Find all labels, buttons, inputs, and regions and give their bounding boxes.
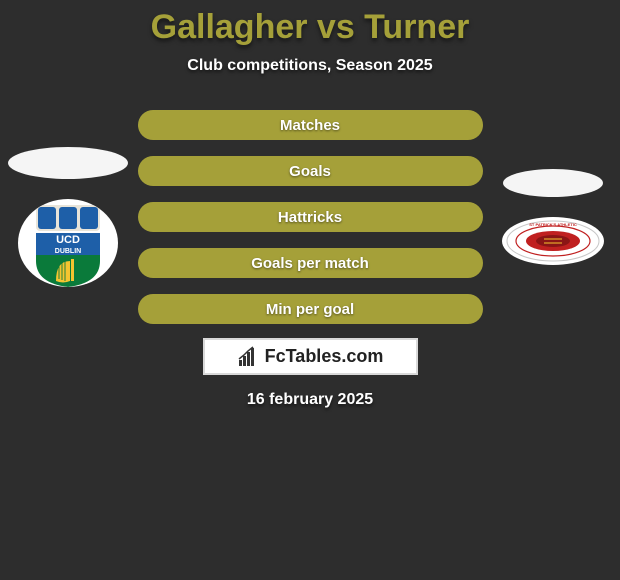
footer: FcTables.com 16 february 2025 bbox=[0, 338, 620, 409]
subtitle: Club competitions, Season 2025 bbox=[0, 57, 620, 75]
stat-bar-label: Goals bbox=[289, 163, 331, 180]
chart-icon bbox=[237, 346, 259, 368]
stats-row: UCD DUBLIN Matches Goals Hattricks bbox=[0, 110, 620, 324]
brand-box: FcTables.com bbox=[203, 338, 418, 375]
st-patricks-crest-icon: ST PATRICK'S ATHLETIC bbox=[502, 217, 604, 265]
player-ellipse-right bbox=[503, 169, 603, 197]
club-crest-right: ST PATRICK'S ATHLETIC bbox=[502, 217, 604, 265]
left-player-col: UCD DUBLIN bbox=[8, 147, 128, 287]
infographic-container: Gallagher vs Turner Club competitions, S… bbox=[0, 0, 620, 409]
stat-bar-label: Min per goal bbox=[266, 301, 354, 318]
player-ellipse-left bbox=[8, 147, 128, 179]
svg-text:UCD: UCD bbox=[56, 234, 80, 246]
brand-text: FcTables.com bbox=[265, 346, 384, 367]
stat-bar-goals: Goals bbox=[138, 156, 483, 186]
stat-bars: Matches Goals Hattricks Goals per match … bbox=[138, 110, 483, 324]
title: Gallagher vs Turner bbox=[0, 8, 620, 47]
club-crest-left: UCD DUBLIN bbox=[18, 199, 118, 287]
date-text: 16 february 2025 bbox=[247, 391, 373, 409]
stat-bar-label: Hattricks bbox=[278, 209, 342, 226]
svg-text:ST PATRICK'S ATHLETIC: ST PATRICK'S ATHLETIC bbox=[529, 222, 577, 227]
stat-bar-goals-per-match: Goals per match bbox=[138, 248, 483, 278]
stat-bar-hattricks: Hattricks bbox=[138, 202, 483, 232]
right-player-col: ST PATRICK'S ATHLETIC bbox=[493, 169, 613, 265]
ucd-dublin-crest-icon: UCD DUBLIN bbox=[18, 199, 118, 287]
stat-bar-label: Goals per match bbox=[251, 255, 369, 272]
stat-bar-label: Matches bbox=[280, 117, 340, 134]
stat-bar-min-per-goal: Min per goal bbox=[138, 294, 483, 324]
stat-bar-matches: Matches bbox=[138, 110, 483, 140]
svg-text:DUBLIN: DUBLIN bbox=[54, 248, 80, 255]
